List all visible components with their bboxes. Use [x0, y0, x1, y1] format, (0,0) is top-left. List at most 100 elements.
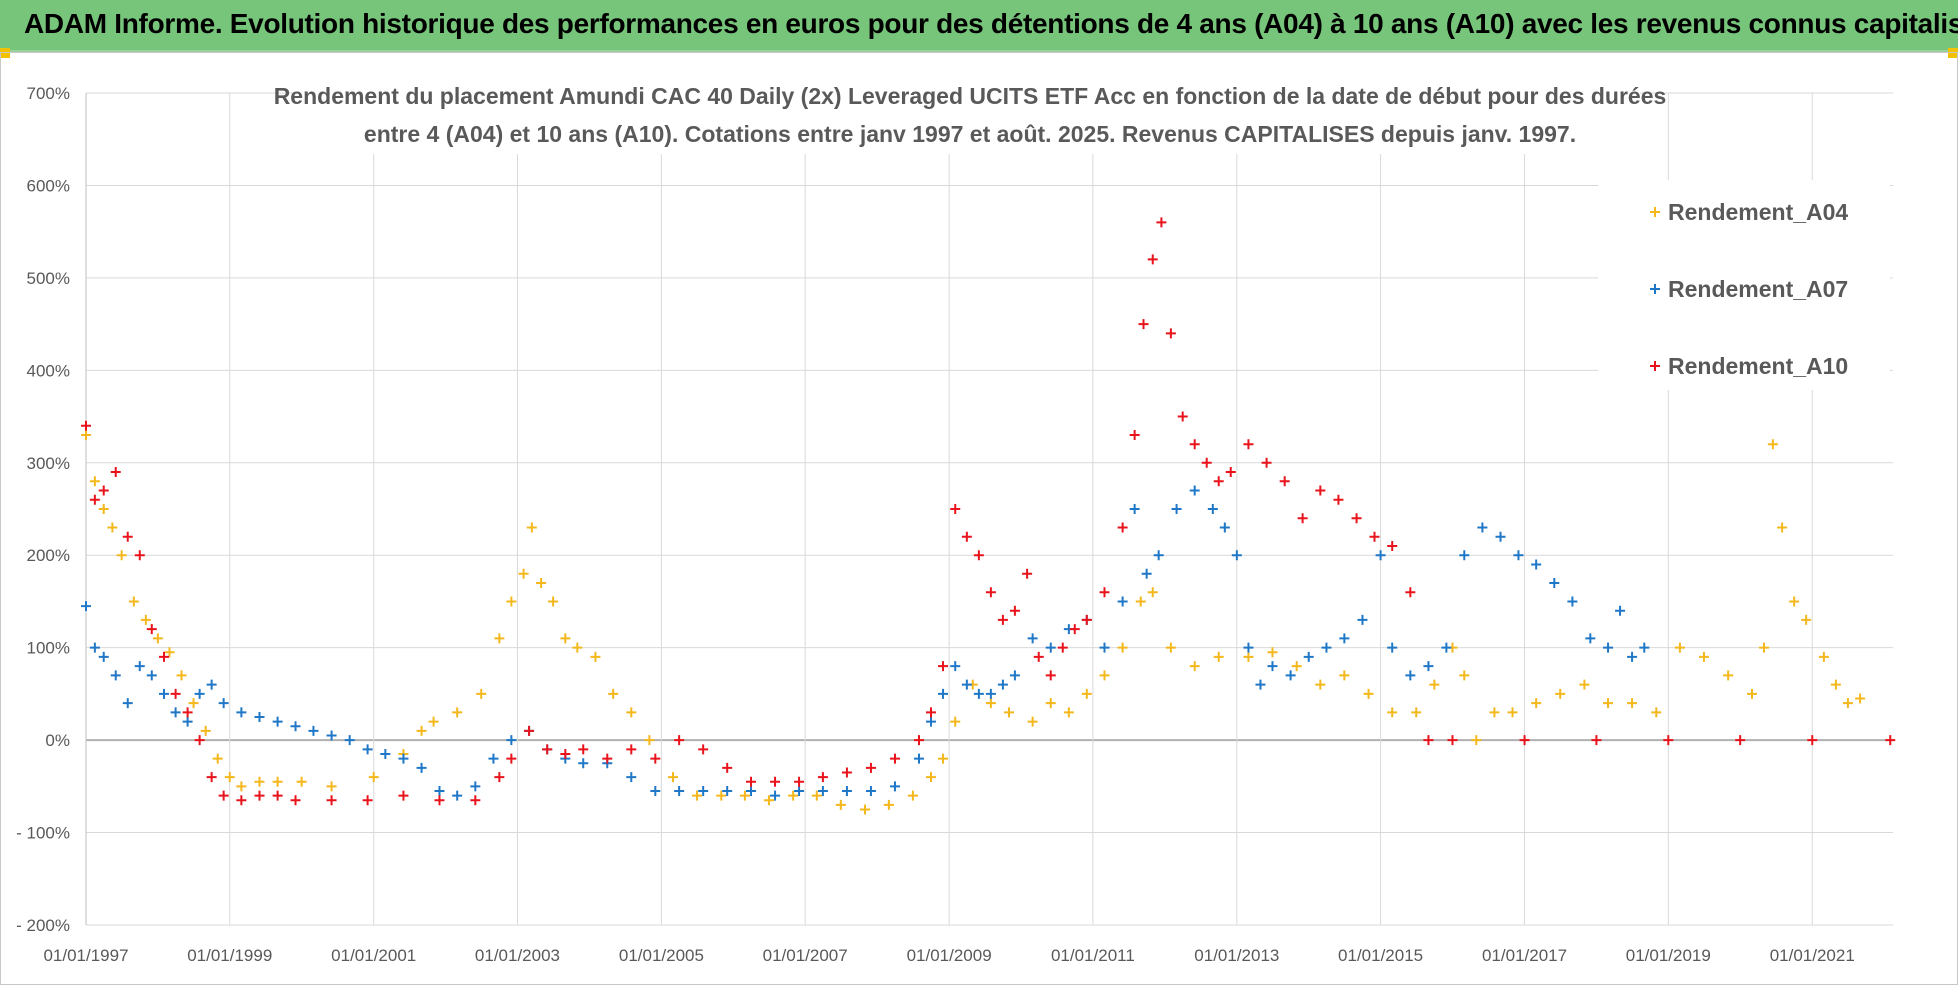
x-tick-label: 01/01/1999 — [187, 946, 272, 965]
data-point — [1285, 670, 1296, 681]
data-point — [1441, 642, 1452, 653]
data-point — [1099, 587, 1110, 598]
data-point — [107, 522, 118, 533]
data-point — [1045, 698, 1056, 709]
x-tick-label: 01/01/2017 — [1482, 946, 1567, 965]
data-point — [158, 688, 169, 699]
data-point — [362, 795, 373, 806]
data-point — [254, 712, 265, 722]
data-point — [1387, 707, 1398, 718]
data-point — [1447, 735, 1458, 746]
data-point — [1045, 642, 1056, 653]
data-point — [152, 633, 163, 644]
data-point — [950, 504, 961, 514]
data-point — [506, 596, 517, 607]
data-point — [224, 772, 235, 783]
data-point — [926, 772, 937, 783]
data-point — [1279, 476, 1290, 487]
data-point — [560, 633, 571, 644]
data-point — [272, 716, 283, 727]
y-tick-label: 200% — [27, 546, 70, 565]
data-point — [494, 633, 505, 644]
data-point — [110, 467, 121, 478]
corner-marker — [0, 48, 10, 58]
data-point — [1022, 568, 1033, 579]
data-point — [434, 785, 445, 796]
data-point — [416, 725, 427, 736]
data-point — [1723, 670, 1734, 681]
data-point — [698, 744, 709, 755]
data-point — [140, 614, 151, 625]
data-point — [1531, 698, 1542, 709]
data-point — [973, 550, 984, 561]
data-point — [1201, 457, 1212, 468]
data-point — [290, 721, 301, 732]
data-point — [134, 550, 145, 561]
data-point — [1507, 707, 1518, 718]
data-point — [194, 735, 205, 746]
data-point — [1767, 439, 1778, 450]
data-point — [1081, 688, 1092, 699]
data-point — [494, 772, 505, 783]
data-point — [1585, 633, 1596, 644]
data-point — [182, 716, 193, 727]
data-point — [938, 753, 949, 764]
y-tick-label: 600% — [27, 176, 70, 195]
x-tick-label: 01/01/2013 — [1194, 946, 1279, 965]
data-point — [81, 420, 91, 431]
data-point — [1818, 651, 1829, 662]
data-point — [1387, 642, 1398, 653]
data-point — [1423, 735, 1434, 746]
data-point — [692, 790, 703, 801]
data-point — [506, 753, 517, 764]
data-point — [1411, 707, 1422, 718]
data-point — [1627, 651, 1638, 662]
data-point — [1213, 651, 1224, 662]
data-point — [89, 642, 100, 653]
data-point — [434, 795, 445, 806]
data-point — [476, 688, 487, 699]
data-point — [1261, 457, 1272, 468]
data-point — [865, 762, 876, 773]
data-point — [572, 642, 583, 653]
grid-lines — [85, 92, 1893, 926]
data-point — [236, 707, 247, 718]
data-point — [889, 781, 900, 792]
data-point — [841, 767, 852, 778]
data-point — [1033, 651, 1044, 662]
data-point — [1405, 587, 1416, 598]
data-point — [1225, 467, 1236, 478]
data-point — [746, 785, 757, 796]
data-point — [1567, 596, 1578, 607]
x-tick-label: 01/01/2009 — [907, 946, 992, 965]
data-point — [770, 790, 781, 801]
data-point — [1747, 688, 1757, 699]
data-point — [1153, 550, 1164, 561]
data-point — [380, 748, 391, 759]
data-point — [1651, 707, 1662, 718]
data-point — [739, 790, 750, 801]
data-point — [110, 670, 121, 681]
data-point — [158, 651, 169, 662]
data-point — [1219, 522, 1230, 533]
series-Rendement_A07 — [81, 485, 1650, 801]
data-point — [997, 614, 1008, 625]
data-point — [1117, 522, 1128, 533]
data-point — [170, 707, 181, 718]
data-point — [89, 476, 100, 487]
data-point — [578, 744, 589, 755]
data-point — [794, 776, 805, 787]
legend-label: Rendement_A07 — [1668, 276, 1848, 302]
data-point — [1156, 217, 1167, 228]
data-point — [1471, 735, 1482, 746]
data-point — [1591, 735, 1602, 746]
data-point — [524, 725, 535, 736]
data-point — [1027, 716, 1038, 727]
data-point — [1369, 531, 1380, 542]
data-point — [1627, 698, 1638, 709]
data-point — [626, 707, 637, 718]
data-point — [1339, 633, 1350, 644]
data-point — [1189, 485, 1200, 496]
data-point — [1243, 642, 1254, 653]
data-point — [1243, 439, 1254, 450]
